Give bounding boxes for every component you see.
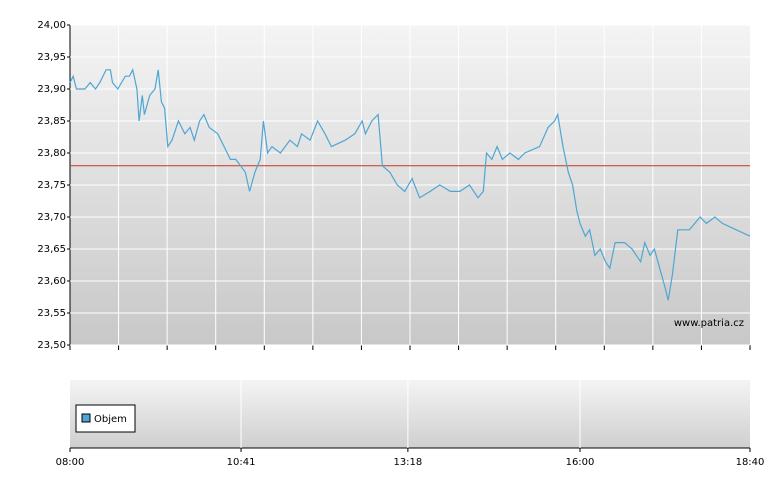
y-tick-label: 23,55 bbox=[37, 308, 66, 319]
y-tick-label: 23,90 bbox=[37, 84, 66, 95]
x-tick-label: 08:00 bbox=[56, 457, 85, 468]
volume-area bbox=[70, 380, 750, 448]
y-tick-label: 23,75 bbox=[37, 180, 66, 191]
price-line bbox=[69, 68, 751, 301]
x-tick-label: 18:40 bbox=[736, 457, 765, 468]
x-tick-label: 16:00 bbox=[566, 457, 595, 468]
y-tick-label: 23,50 bbox=[37, 340, 66, 351]
y-tick-label: 24,00 bbox=[37, 20, 66, 31]
minor-ticks bbox=[69, 345, 751, 350]
watermark: www.patria.cz bbox=[674, 318, 744, 329]
y-tick-label: 23,60 bbox=[37, 276, 66, 287]
legend-swatch bbox=[81, 413, 91, 423]
y-tick-label: 23,80 bbox=[37, 148, 66, 159]
legend-label: Objem bbox=[94, 414, 127, 425]
y-tick-label: 23,95 bbox=[37, 52, 66, 63]
x-tick-label: 13:18 bbox=[393, 457, 422, 468]
y-tick-label: 23,65 bbox=[37, 244, 66, 255]
x-tick-label: 10:41 bbox=[227, 457, 256, 468]
y-tick-label: 23,85 bbox=[37, 116, 66, 127]
y-tick-label: 23,70 bbox=[37, 212, 66, 223]
